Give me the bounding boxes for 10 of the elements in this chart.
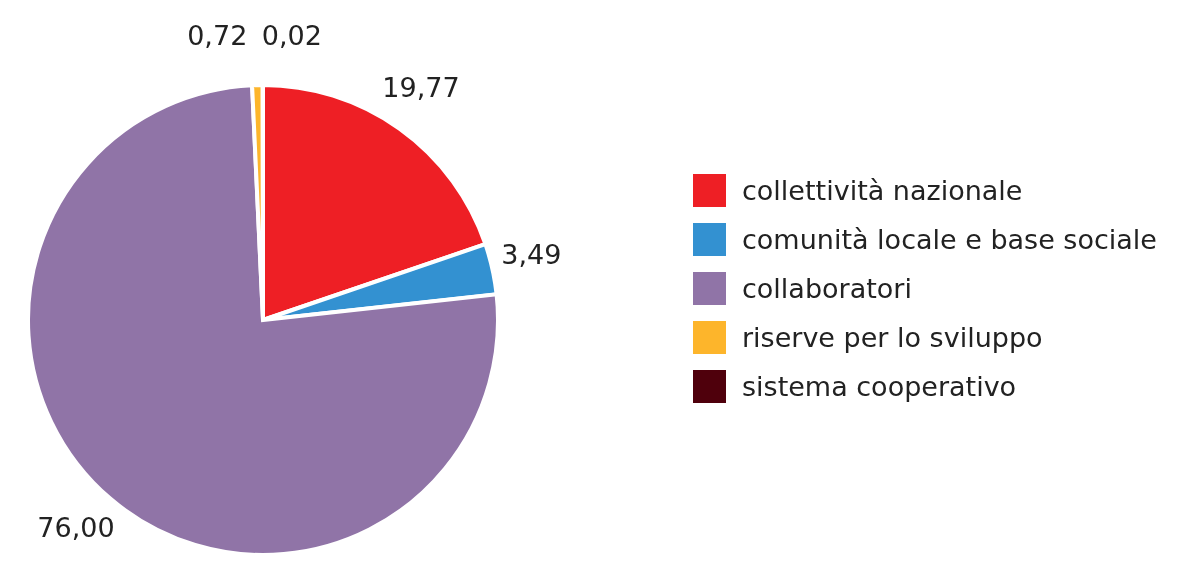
legend-label: collettività nazionale xyxy=(742,174,1023,206)
legend-label: comunità locale e base sociale xyxy=(742,223,1157,255)
data-label: 3,49 xyxy=(501,238,562,270)
data-label: 76,00 xyxy=(37,512,115,544)
data-label: 19,77 xyxy=(382,71,460,103)
data-label: 0,72 xyxy=(187,19,248,51)
legend-label: collaboratori xyxy=(742,272,912,304)
legend-label: riserve per lo sviluppo xyxy=(742,321,1043,353)
legend-label: sistema cooperativo xyxy=(742,370,1017,402)
data-label: 0,02 xyxy=(261,19,322,51)
